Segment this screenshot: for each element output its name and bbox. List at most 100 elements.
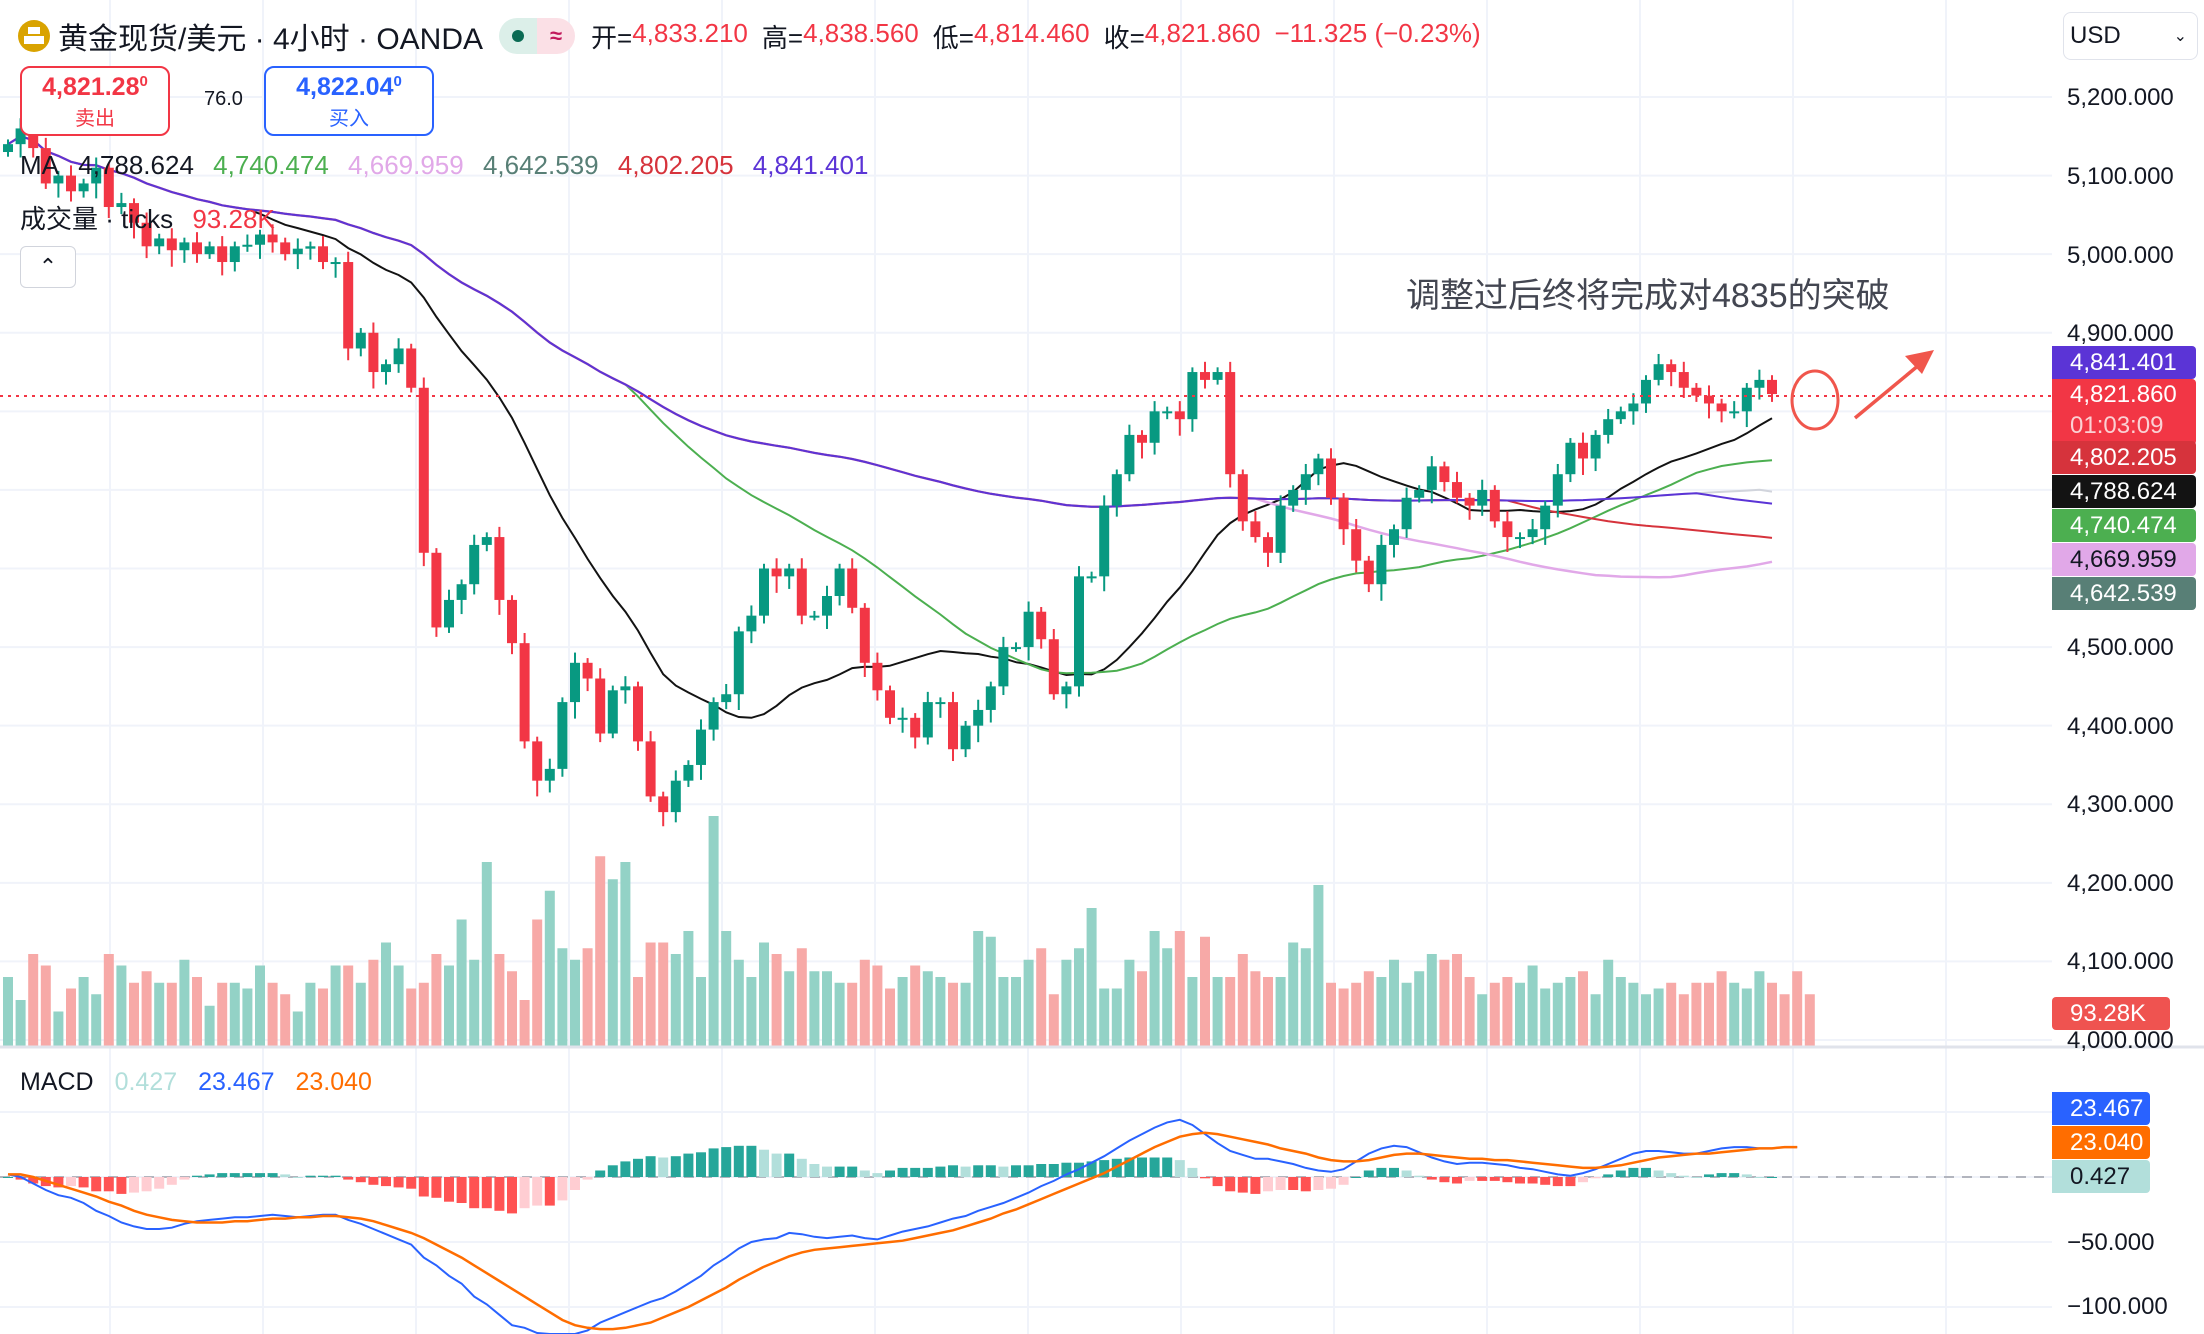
volume-bar xyxy=(1338,988,1349,1046)
candle-body xyxy=(444,599,454,628)
volume-bar xyxy=(595,856,606,1046)
change-value: −11.325 (−0.23%) xyxy=(1274,17,1481,48)
candle-body xyxy=(1086,576,1097,579)
sell-price-sup: 0 xyxy=(139,73,148,90)
volume-bar xyxy=(179,959,190,1046)
volume-bar xyxy=(1414,971,1425,1046)
candle-body xyxy=(897,717,908,720)
candle-body xyxy=(78,183,89,192)
macd-hist-bar xyxy=(267,1173,278,1177)
volume-bar xyxy=(217,982,228,1046)
candle-body xyxy=(885,690,895,718)
currency-select[interactable]: USD ⌄ xyxy=(2063,12,2198,60)
candle-body xyxy=(381,364,391,373)
volume-bar xyxy=(192,977,202,1046)
volume-bar xyxy=(1716,971,1727,1046)
volume-bar xyxy=(481,862,492,1046)
volume-bar xyxy=(1439,959,1450,1046)
macd-hist-bar xyxy=(1754,1177,1765,1178)
ma4-price-tag: 4,642.539 xyxy=(2052,577,2196,610)
candle-body xyxy=(1212,372,1223,380)
candle-body xyxy=(1288,489,1299,506)
macd-hist-bar xyxy=(166,1177,177,1185)
candle-body xyxy=(1225,372,1236,475)
candle-body xyxy=(1767,379,1777,395)
ma-legend[interactable]: MA 4,788.624 4,740.474 4,669.959 4,642.5… xyxy=(20,150,880,181)
symbol-title[interactable]: 黄金现货/美元 · 4小时 · OANDA xyxy=(58,23,484,56)
volume-bar xyxy=(242,988,253,1046)
macd-hist-bar xyxy=(217,1173,228,1177)
volume-bar xyxy=(40,965,51,1046)
macd-hist-bar xyxy=(406,1177,417,1189)
macd-hist-bar xyxy=(1326,1177,1336,1189)
macd-hist-bar xyxy=(1086,1161,1097,1177)
volume-bar xyxy=(620,862,631,1046)
volume-bar xyxy=(922,971,933,1046)
currency-value: USD xyxy=(2070,22,2121,49)
candle-body xyxy=(1754,379,1765,388)
volume-bar xyxy=(1729,982,1740,1046)
macd-legend[interactable]: MACD 0.427 23.467 23.040 xyxy=(20,1068,386,1097)
volume-bar xyxy=(859,959,870,1046)
candle-body xyxy=(179,242,190,251)
candle-body xyxy=(1174,411,1185,420)
macd-hist-bar xyxy=(582,1177,593,1180)
collapse-legend-button[interactable]: ⌃ xyxy=(20,246,76,288)
volume-bar xyxy=(292,1011,303,1046)
candle-body xyxy=(1641,379,1651,404)
volume-bars xyxy=(3,816,1815,1046)
macd-hist-bar xyxy=(154,1177,165,1189)
grid-lines xyxy=(0,0,2052,1334)
volume-bar xyxy=(1502,977,1513,1046)
macd-hist-bar xyxy=(973,1165,984,1177)
candle-body xyxy=(658,796,669,813)
status-pill[interactable]: ≈ xyxy=(499,18,576,54)
volume-bar xyxy=(1074,948,1084,1046)
macd-hist-bar xyxy=(330,1175,341,1177)
volume-bar xyxy=(1036,948,1047,1046)
candle-body xyxy=(784,568,795,577)
macd-hist-bar xyxy=(1023,1165,1034,1177)
macd-hist-bar xyxy=(859,1170,870,1177)
macd-hist-bar xyxy=(595,1170,606,1177)
candle-body xyxy=(1023,611,1034,648)
annotation-text[interactable]: 调整过后终将完成对4835的突破 xyxy=(1406,277,1890,315)
macd-hist-bar xyxy=(771,1153,782,1177)
macd-hist-bar xyxy=(1767,1177,1777,1178)
volume-bar xyxy=(645,942,656,1046)
macd-hist-bar xyxy=(469,1177,480,1209)
candle-body xyxy=(1149,411,1160,443)
buy-button[interactable]: 4,822.040 买入 xyxy=(264,66,434,136)
volume-bar xyxy=(1200,936,1210,1046)
highlight-circle xyxy=(1790,369,1840,431)
sell-button[interactable]: 4,821.280 卖出 xyxy=(20,66,170,136)
macd-hist-bar xyxy=(1691,1177,1702,1178)
macd-hist-bar xyxy=(834,1166,845,1177)
macd-hist-bar xyxy=(355,1177,366,1183)
macd-pane xyxy=(0,1118,2052,1334)
candle-body xyxy=(708,702,719,730)
volume-legend[interactable]: 成交量 · ticks 93.28K xyxy=(20,199,287,236)
candle-body xyxy=(1615,411,1626,420)
macd-hist-bar xyxy=(1338,1177,1349,1185)
macd-hist-bar xyxy=(242,1173,253,1177)
volume-bar xyxy=(557,948,568,1046)
volume-bar xyxy=(507,971,517,1046)
macd-hist-bar xyxy=(885,1170,895,1177)
volume-bar xyxy=(267,982,278,1046)
volume-bar xyxy=(1653,988,1664,1046)
macd-signal-value: 23.040 xyxy=(295,1068,372,1096)
volume-bar xyxy=(3,977,13,1046)
volume-bar xyxy=(1641,994,1651,1046)
macd-hist-bar xyxy=(255,1173,265,1177)
volume-bar xyxy=(1590,994,1601,1046)
volume-bar xyxy=(1250,971,1261,1046)
macd-hist-bar xyxy=(1124,1157,1135,1177)
volume-bar xyxy=(1666,982,1677,1046)
candle-body xyxy=(431,552,442,628)
candle-body xyxy=(1578,442,1588,459)
volume-bar xyxy=(330,965,341,1046)
candle-body xyxy=(1741,387,1752,412)
volume-bar xyxy=(1300,948,1311,1046)
